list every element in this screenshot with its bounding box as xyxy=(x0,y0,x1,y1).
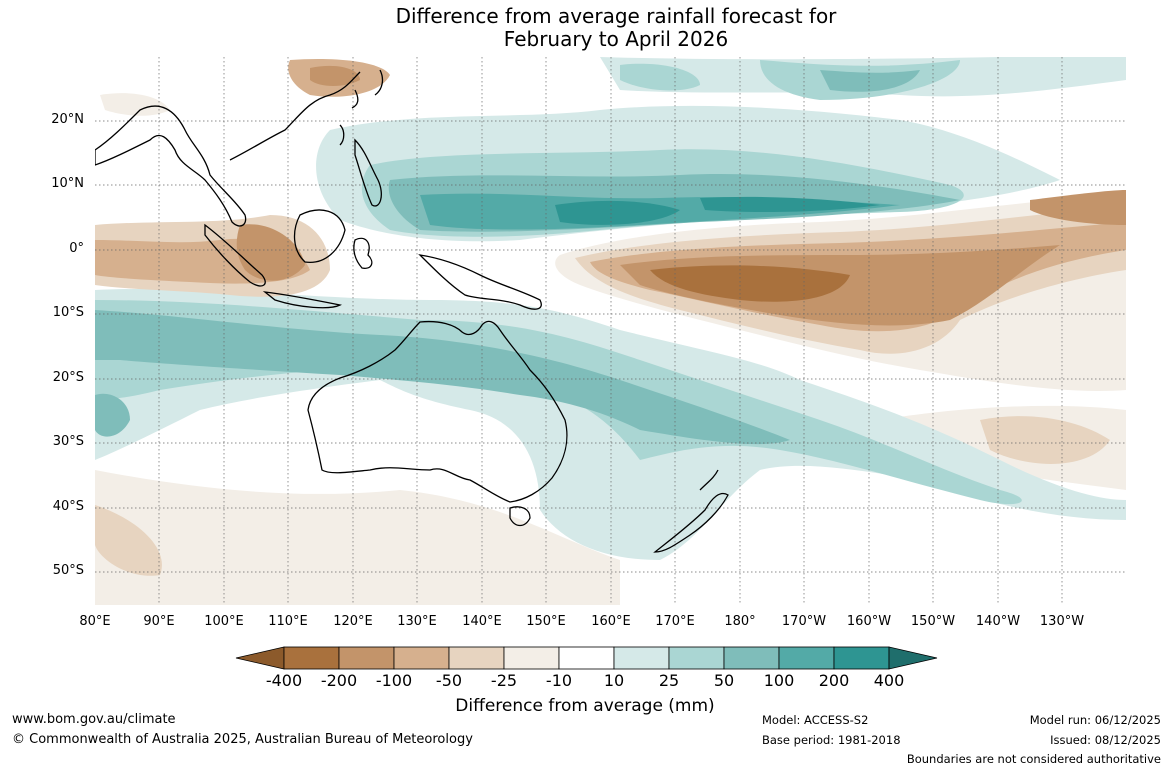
lat-label: 10°N xyxy=(51,176,84,191)
colorbar-tick-label: 50 xyxy=(713,671,735,690)
colorbar-swatch xyxy=(558,646,615,670)
lon-label: 140°W xyxy=(975,614,1021,629)
colorbar-swatch xyxy=(283,646,340,670)
colorbar-swatch xyxy=(833,646,890,670)
lon-label: 170°E xyxy=(655,614,695,629)
issued-date: Issued: 08/12/2025 xyxy=(1050,733,1161,747)
philippines-outline xyxy=(354,138,382,207)
colorbar-swatch xyxy=(778,646,835,670)
colorbar-swatch xyxy=(613,646,670,670)
colorbar-swatch xyxy=(668,646,725,670)
lat-label: 20°N xyxy=(51,112,84,127)
map-title-line1: Difference from average rainfall forecas… xyxy=(395,4,837,28)
colorbar-swatch xyxy=(503,646,560,670)
lon-label: 170°W xyxy=(781,614,827,629)
lon-label: 110°E xyxy=(268,614,308,629)
colorbar-tick-label: 400 xyxy=(873,671,905,690)
colorbar-tick-label: 25 xyxy=(658,671,680,690)
colorbar-swatch xyxy=(393,646,450,670)
lat-label: 40°S xyxy=(52,499,84,514)
lon-label: 180° xyxy=(724,614,756,629)
lat-label: 0° xyxy=(69,241,84,256)
colorbar xyxy=(235,646,938,670)
lon-label: 80°E xyxy=(79,614,111,629)
lon-label: 130°E xyxy=(397,614,437,629)
rainfall-anomaly-field xyxy=(95,57,1126,605)
base-period: Base period: 1981-2018 xyxy=(762,733,901,747)
website-link[interactable]: www.bom.gov.au/climate xyxy=(12,712,176,727)
australia-outline xyxy=(307,320,568,503)
borneo-outline xyxy=(293,209,346,263)
japan-outline xyxy=(351,69,384,109)
graticule xyxy=(95,57,1126,605)
new-zealand-outline xyxy=(653,469,729,553)
sumatra-outline xyxy=(204,223,266,287)
lon-label: 140°E xyxy=(462,614,502,629)
lon-label: 100°E xyxy=(204,614,244,629)
colorbar-swatch xyxy=(723,646,780,670)
lon-label: 160°E xyxy=(591,614,631,629)
colorbar-title: Difference from average (mm) xyxy=(455,696,715,716)
model-name: Model: ACCESS-S2 xyxy=(762,713,869,727)
lon-label: 120°E xyxy=(333,614,373,629)
colorbar-tick-label: -50 xyxy=(435,671,463,690)
lon-label: 160°W xyxy=(846,614,892,629)
taiwan-outline xyxy=(339,124,345,146)
colorbar-tick-label: 200 xyxy=(818,671,850,690)
coastlines xyxy=(95,69,729,553)
java-outline xyxy=(262,291,342,309)
sulawesi-outline xyxy=(353,237,373,269)
lon-label: 150°E xyxy=(526,614,566,629)
asia-mainland-outline xyxy=(95,71,361,227)
lon-label: 150°W xyxy=(910,614,956,629)
new-guinea-outline xyxy=(418,254,542,310)
colorbar-tick-label: -25 xyxy=(490,671,518,690)
model-run-date: Model run: 06/12/2025 xyxy=(1029,713,1161,727)
colorbar-tick-label: 100 xyxy=(763,671,795,690)
colorbar-tick-label: -100 xyxy=(375,671,413,690)
colorbar-swatch xyxy=(888,646,938,670)
colorbar-tick-label: 10 xyxy=(603,671,625,690)
lat-label: 10°S xyxy=(52,305,84,320)
lon-label: 130°W xyxy=(1039,614,1085,629)
map-title-line2: February to April 2026 xyxy=(503,27,729,51)
copyright-text: © Commonwealth of Australia 2025, Austra… xyxy=(12,732,473,747)
tasmania-outline xyxy=(509,506,531,527)
colorbar-tick-label: -400 xyxy=(265,671,303,690)
colorbar-tick-label: -200 xyxy=(320,671,358,690)
lat-label: 30°S xyxy=(52,434,84,449)
lon-label: 90°E xyxy=(143,614,175,629)
boundary-disclaimer: Boundaries are not considered authoritat… xyxy=(906,752,1161,766)
colorbar-tick-label: -10 xyxy=(545,671,573,690)
colorbar-swatch xyxy=(338,646,395,670)
colorbar-swatch xyxy=(235,646,285,670)
lat-label: 20°S xyxy=(52,370,84,385)
colorbar-swatch xyxy=(448,646,505,670)
lat-label: 50°S xyxy=(52,563,84,578)
